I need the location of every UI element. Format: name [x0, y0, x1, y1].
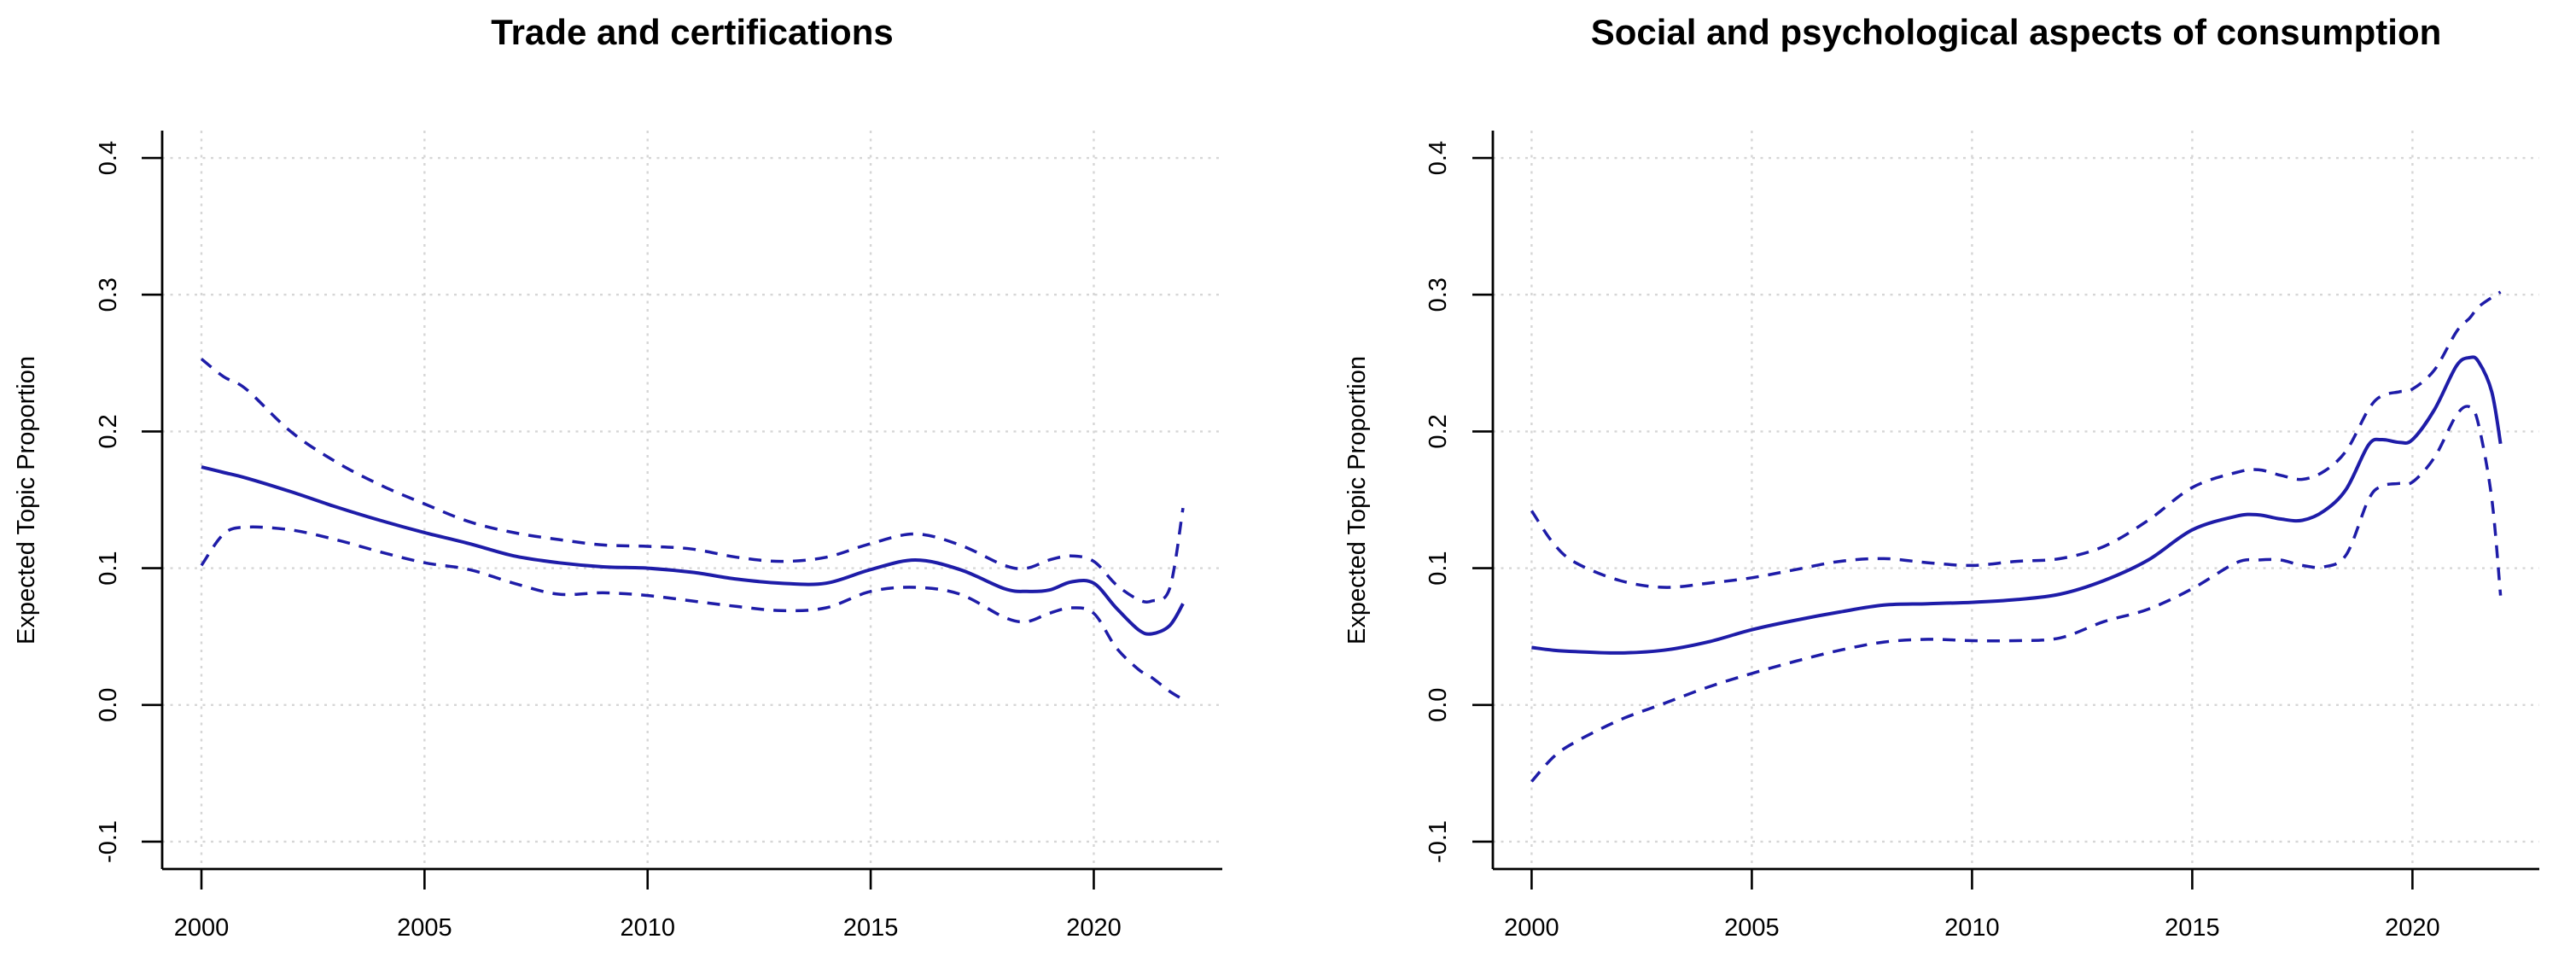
y-tick-label: 0.2 [1425, 414, 1452, 448]
x-tick-label: 2000 [1504, 914, 1559, 942]
x-tick-label: 2010 [1944, 914, 2000, 942]
chart-title-left: Trade and certifications [491, 12, 893, 52]
y-tick-label: 0.3 [95, 277, 122, 312]
y-axis-title-left: Expected Topic Proportion [13, 356, 40, 645]
y-tick-label: -0.1 [95, 820, 122, 863]
x-tick-label: 2005 [1724, 914, 1780, 942]
y-tick-label: 0.3 [1425, 277, 1452, 312]
x-tick-label: 2000 [174, 914, 230, 942]
ci-lower-line [200, 525, 1184, 701]
y-tick-label: 0.4 [1425, 141, 1452, 175]
y-tick-label: 0.4 [95, 141, 122, 175]
y-axis-title-right: Expected Topic Proportion [1343, 356, 1371, 645]
mean-line [1531, 355, 2503, 655]
y-tick-label: 0.0 [95, 688, 122, 722]
y-tick-label: -0.1 [1425, 820, 1452, 863]
x-tick-label: 2015 [843, 914, 899, 942]
y-tick-label: 0.0 [1425, 688, 1452, 722]
panel-social-psychological: 2000 2005 2010 2015 2020 -0.1 0.0 0.1 0.2 0.3 0.4 [1425, 131, 2539, 942]
ci-upper-line [200, 358, 1185, 604]
y-tick-label: 0.2 [95, 414, 122, 448]
x-tick-label: 2020 [1066, 914, 1122, 942]
x-tick-label: 2010 [620, 914, 675, 942]
mean-line [201, 465, 1185, 636]
x-tick-label: 2015 [2165, 914, 2220, 942]
chart-title-right: Social and psychological aspects of cons… [1591, 12, 2442, 52]
ci-lower-line [1530, 405, 2503, 783]
y-tick-label: 0.1 [95, 551, 122, 585]
panel-trade-certifications: 2000 2005 2010 2015 2020 -0.1 0.0 0.1 0.2 0.3 0.4 [95, 131, 1222, 942]
y-tick-label: 0.1 [1425, 551, 1452, 585]
x-tick-label: 2020 [2385, 914, 2440, 942]
x-tick-label: 2005 [397, 914, 452, 942]
ci-upper-line [1530, 290, 2502, 589]
